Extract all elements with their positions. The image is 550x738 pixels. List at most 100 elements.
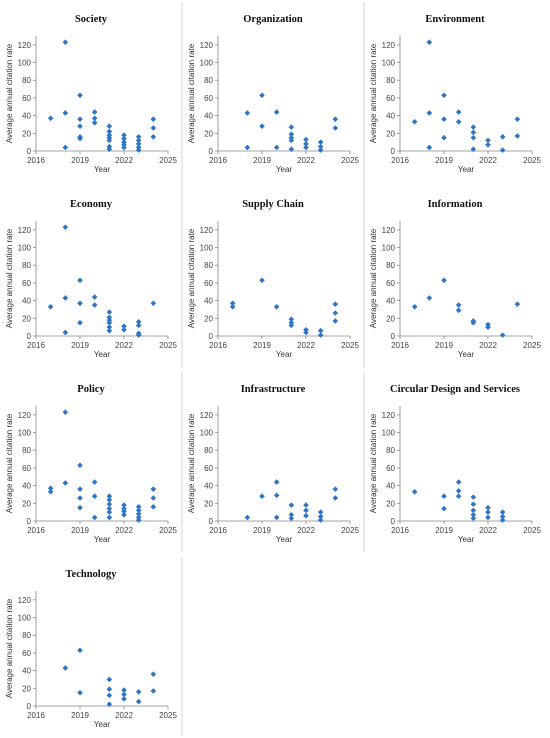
data-point <box>485 324 491 330</box>
data-point <box>470 507 477 514</box>
data-point <box>150 134 157 140</box>
x-tick-label: 2025 <box>341 341 359 350</box>
data-point <box>106 509 113 515</box>
chart-title: Supply Chain <box>242 199 304 210</box>
y-tick-label: 60 <box>22 94 31 103</box>
x-axis-label: Year <box>458 350 475 359</box>
data-point <box>470 515 477 522</box>
data-point <box>135 319 142 325</box>
chart-panel: Circular Design and Services 0 20 40 60 80 100… <box>364 370 546 551</box>
data-point <box>106 692 113 699</box>
data-point <box>317 517 324 523</box>
chart-panel: Environment 0 20 40 60 80 100 120 2016 2019 2022 20… <box>364 0 546 181</box>
y-tick-label: 60 <box>22 279 31 288</box>
y-tick-label: 120 <box>200 411 214 420</box>
data-point <box>77 495 83 501</box>
y-tick-label: 60 <box>22 464 31 473</box>
y-tick-label: 80 <box>386 261 395 270</box>
chart-title: Economy <box>70 199 113 210</box>
y-tick-label: 40 <box>22 297 31 306</box>
y-tick-label: 100 <box>200 244 214 253</box>
data-point <box>47 485 54 492</box>
y-tick-label: 100 <box>382 429 396 438</box>
chart-panel: Policy 0 20 40 60 80 100 120 2016 2019 2022 2025 Yea… <box>0 370 182 551</box>
data-point <box>485 509 491 515</box>
y-tick-label: 60 <box>204 279 213 288</box>
y-tick-label: 0 <box>391 332 396 341</box>
x-axis-label: Year <box>458 535 475 544</box>
y-tick-label: 80 <box>386 446 395 455</box>
data-point <box>77 135 83 142</box>
data-point <box>121 135 127 142</box>
y-tick-label: 20 <box>22 129 31 138</box>
x-axis-label: Year <box>276 535 293 544</box>
x-tick-label: 2016 <box>27 341 45 350</box>
chart-panel: Society 0 20 40 60 80 100 120 2016 2019 2022 2025 Ye… <box>0 0 182 181</box>
data-point <box>106 309 113 315</box>
x-tick-label: 2022 <box>115 341 133 350</box>
data-point <box>150 504 157 510</box>
y-axis-label: Average annual citation rate <box>369 228 378 328</box>
y-tick-label: 40 <box>386 112 395 121</box>
y-tick-label: 0 <box>27 332 32 341</box>
scatter-chart: Economy 0 20 40 60 80 100 120 2016 2019 2022 2025 Ye… <box>5 199 177 359</box>
data-point <box>317 332 324 338</box>
y-tick-label: 60 <box>204 464 213 473</box>
data-point <box>303 141 309 147</box>
y-tick-label: 20 <box>204 314 213 323</box>
data-point <box>259 92 265 99</box>
y-tick-label: 40 <box>22 112 31 121</box>
y-tick-label: 120 <box>382 41 396 50</box>
y-tick-label: 80 <box>204 76 213 85</box>
data-point <box>77 300 83 307</box>
x-axis-label: Year <box>94 350 111 359</box>
y-tick-label: 20 <box>22 314 31 323</box>
scatter-chart: Circular Design and Services 0 20 40 60 80 100… <box>369 384 541 544</box>
x-tick-label: 2016 <box>391 156 409 165</box>
data-point <box>106 324 113 330</box>
x-tick-label: 2025 <box>159 341 177 350</box>
data-point <box>470 512 477 518</box>
x-tick-label: 2019 <box>435 341 453 350</box>
y-tick-label: 100 <box>200 59 214 68</box>
scatter-chart: Technology 0 20 40 60 80 100 120 2016 2019 2022 202… <box>5 569 177 729</box>
x-tick-label: 2025 <box>159 711 177 720</box>
data-point <box>317 509 324 515</box>
data-point <box>62 110 69 116</box>
data-point <box>303 512 309 519</box>
data-point <box>121 327 127 333</box>
data-point <box>106 701 113 708</box>
x-tick-label: 2022 <box>115 156 133 165</box>
data-point <box>332 116 339 122</box>
data-point <box>106 327 113 334</box>
scatter-chart: Supply Chain 0 20 40 60 80 100 120 2016 2019 2022 2… <box>187 199 359 359</box>
data-point <box>91 119 98 126</box>
y-tick-label: 0 <box>209 332 214 341</box>
y-tick-label: 20 <box>22 684 31 693</box>
data-point <box>150 495 157 501</box>
y-tick-label: 60 <box>386 94 395 103</box>
y-tick-label: 40 <box>204 297 213 306</box>
data-point <box>288 131 295 137</box>
data-point <box>135 517 142 523</box>
y-tick-label: 60 <box>204 94 213 103</box>
data-point <box>77 647 83 654</box>
data-point <box>441 505 447 512</box>
data-point <box>514 116 521 122</box>
data-point <box>77 486 83 492</box>
x-tick-label: 2019 <box>71 156 89 165</box>
x-tick-label: 2022 <box>297 526 315 535</box>
data-point <box>317 143 324 150</box>
data-point <box>332 125 339 131</box>
data-point <box>121 502 127 508</box>
chart-title: Technology <box>66 569 118 580</box>
data-point <box>77 319 83 326</box>
y-tick-label: 0 <box>391 147 396 156</box>
y-axis-label: Average annual citation rate <box>187 43 196 143</box>
y-axis-label: Average annual citation rate <box>369 43 378 143</box>
data-point <box>303 136 309 143</box>
y-tick-label: 120 <box>18 226 32 235</box>
data-point <box>288 322 295 329</box>
data-point <box>259 493 265 500</box>
data-point <box>303 502 309 508</box>
